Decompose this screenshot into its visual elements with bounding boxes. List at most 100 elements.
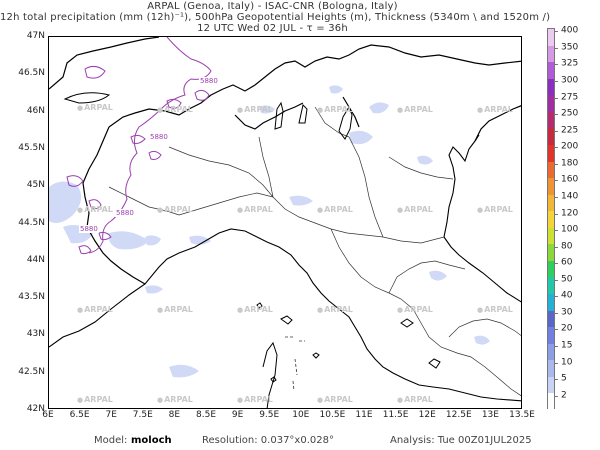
map-panel[interactable]: 5880 5880 5880 5880 ARPAL ARPAL ARPAL ARPAL ARP… <box>48 36 522 409</box>
latitude-label: 43N <box>26 329 45 340</box>
colorbar-label: 225 <box>561 125 579 136</box>
longitude-label: 6.5E <box>69 410 90 420</box>
watermark-logo: ARPAL <box>317 105 353 114</box>
colorbar-segment <box>548 376 554 394</box>
colorbar-label: 120 <box>561 208 579 219</box>
model-label: Model: <box>94 435 128 446</box>
colorbar-segment <box>548 128 554 145</box>
lake-garda <box>338 105 353 140</box>
colorbar-label: 160 <box>561 174 579 185</box>
colorbar-label: 300 <box>561 75 579 86</box>
colorbar-tick <box>555 362 558 364</box>
colorbar-tick <box>555 296 558 298</box>
colorbar-segment <box>548 194 554 212</box>
colorbar-segment <box>548 111 554 129</box>
lake-trasimeno <box>400 318 414 328</box>
colorbar-label: 400 <box>561 25 579 36</box>
watermark-logo: ARPAL <box>157 105 193 114</box>
longitude-label: 7.5E <box>132 410 153 420</box>
model-name: moloch <box>131 435 172 446</box>
watermark-logo: ARPAL <box>317 305 353 314</box>
latitude-label: 44.5N <box>18 217 45 228</box>
island-pianosa <box>270 376 277 383</box>
lake-maggiore <box>274 101 284 130</box>
colorbar-segment <box>548 29 554 46</box>
colorbar-segment <box>548 277 554 295</box>
colorbar-label: 15 <box>561 340 573 351</box>
colorbar-label: 60 <box>561 257 573 268</box>
header-line-2: 12h total precipitation (mm (12h)⁻¹), 50… <box>0 12 551 23</box>
watermark-logo: ARPAL <box>157 205 193 214</box>
colorbar-tick <box>555 246 558 248</box>
longitude-label: 9E <box>231 410 244 420</box>
colorbar-tick <box>555 230 558 232</box>
watermark-logo: ARPAL <box>237 395 273 404</box>
colorbar-tick <box>555 329 558 331</box>
longitude-label: 12.5E <box>445 410 472 420</box>
longitude-label: 13E <box>481 410 499 420</box>
colorbar-label: 275 <box>561 92 579 103</box>
colorbar-segment <box>548 161 554 179</box>
colorbar-tick <box>555 64 558 66</box>
latitude-label: 42.5N <box>18 366 45 377</box>
colorbar-tick <box>555 163 558 165</box>
colorbar-label: 80 <box>561 241 573 252</box>
watermark-logo: ARPAL <box>77 205 113 214</box>
watermark-logo: ARPAL <box>77 395 113 404</box>
colorbar-tick <box>555 279 558 281</box>
watermark-logo: ARPAL <box>397 395 433 404</box>
colorbar-tick <box>555 47 558 49</box>
colorbar-segment <box>548 95 554 112</box>
coastline <box>49 134 521 402</box>
longitude-label: 6E <box>42 410 54 420</box>
longitude-label: 11E <box>355 410 373 420</box>
colorbar-tick <box>555 213 558 215</box>
colorbar-segment <box>548 144 554 162</box>
colorbar-tick <box>555 196 558 198</box>
colorbar-segment <box>548 227 554 245</box>
colorbar-segment <box>548 45 554 63</box>
colorbar-label: 250 <box>561 108 579 119</box>
longitude-label: 12E <box>418 410 436 420</box>
colorbar-segment <box>548 78 554 96</box>
colorbar-label: 40 <box>561 290 573 301</box>
precipitation-colorbar <box>547 28 555 410</box>
colorbar-segment <box>548 310 554 328</box>
colorbar-tick <box>555 263 558 265</box>
latitude-label: 46N <box>26 105 45 116</box>
longitude-label: 8E <box>168 410 181 420</box>
colorbar-label: 20 <box>561 323 573 334</box>
colorbar-label: 200 <box>561 141 579 152</box>
colorbar-label: 10 <box>561 357 573 368</box>
watermark-logo: ARPAL <box>237 305 273 314</box>
colorbar-label: 350 <box>561 42 579 53</box>
colorbar-tick <box>555 130 558 132</box>
footer: Model: moloch Resolution: 0.037°x0.028° … <box>0 435 600 449</box>
colorbar-tick <box>555 379 558 381</box>
regional-borders <box>108 106 521 397</box>
analysis-text: Analysis: Tue 00Z01JUL2025 <box>390 435 532 446</box>
watermark-logo: ARPAL <box>237 105 273 114</box>
island-elba <box>280 315 293 325</box>
watermark-logo: ARPAL <box>317 395 353 404</box>
colorbar-label: 30 <box>561 307 573 318</box>
colorbar-label: 325 <box>561 58 579 69</box>
colorbar-segment <box>548 62 554 79</box>
colorbar-segment <box>548 343 554 361</box>
colorbar-tick <box>555 346 558 348</box>
colorbar-label: 50 <box>561 274 573 285</box>
island-giglio <box>312 352 320 359</box>
colorbar-segment <box>548 327 554 344</box>
longitude-label: 7E <box>105 410 117 420</box>
colorbar-segment <box>548 244 554 261</box>
latitude-label: 43.5N <box>18 292 45 303</box>
lake-geneva <box>63 92 111 104</box>
colorbar-segment <box>548 260 554 278</box>
header-line-3: 12 UTC Wed 02 JUL - τ = 36h <box>197 23 348 34</box>
national-border <box>49 37 521 285</box>
colorbar-segment <box>548 360 554 377</box>
colorbar-label: 100 <box>561 224 579 235</box>
longitude-label: 13.5E <box>509 410 535 420</box>
contour-label: 5880 <box>199 77 219 85</box>
colorbar-tick <box>555 97 558 99</box>
